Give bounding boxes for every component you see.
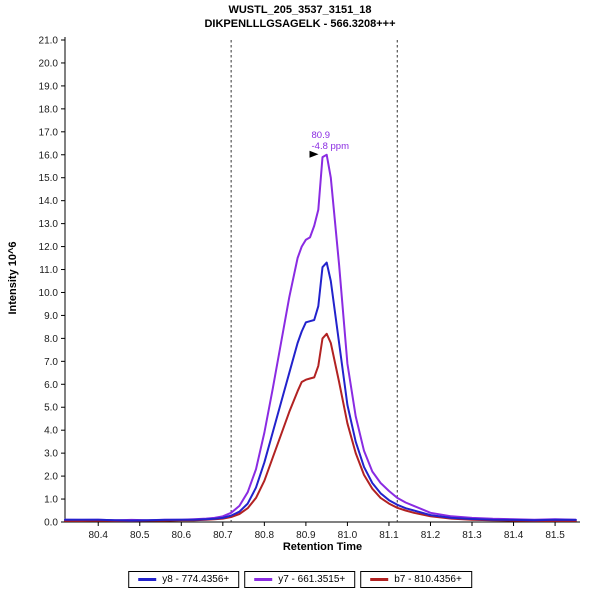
x-tick-label: 80.9 xyxy=(296,530,316,541)
y8-line-swatch xyxy=(138,578,157,581)
x-axis-title: Retention Time xyxy=(282,541,363,553)
legend-item-y8[interactable]: y8 - 774.4356+ xyxy=(128,571,240,588)
chart-subtitle: DIKPENLLLGSAGELK - 566.3208+++ xyxy=(204,18,396,30)
peak-mass-error-label: -4.8 ppm xyxy=(312,141,350,152)
x-tick-label: 81.3 xyxy=(462,530,482,541)
x-tick-label: 80.7 xyxy=(213,530,233,541)
y-tick-label: 18.0 xyxy=(39,104,59,115)
y-tick-label: 9.0 xyxy=(44,311,58,322)
y-tick-label: 15.0 xyxy=(39,173,59,184)
y-tick-label: 0.0 xyxy=(44,518,58,529)
y-tick-label: 1.0 xyxy=(44,495,58,506)
y-tick-label: 4.0 xyxy=(44,426,58,437)
x-tick-label: 80.5 xyxy=(130,530,150,541)
y-tick-label: 3.0 xyxy=(44,449,58,460)
legend-item-b7[interactable]: b7 - 810.4356+ xyxy=(360,571,472,588)
x-tick-label: 80.8 xyxy=(255,530,275,541)
y-tick-label: 19.0 xyxy=(39,81,59,92)
trace-b7[interactable] xyxy=(64,332,577,522)
y7-line-swatch xyxy=(254,578,273,581)
y-tick-label: 12.0 xyxy=(39,242,59,253)
legend-label-b7: b7 - 810.4356+ xyxy=(394,574,462,585)
y-tick-label: 16.0 xyxy=(39,150,59,161)
x-tick-label: 81.4 xyxy=(504,530,524,541)
legend: y8 - 774.4356+ y7 - 661.3515+ b7 - 810.4… xyxy=(128,571,472,588)
y-tick-label: 21.0 xyxy=(39,36,59,47)
y-tick-label: 10.0 xyxy=(39,288,59,299)
y-tick-label: 7.0 xyxy=(44,357,58,368)
y-tick-label: 5.0 xyxy=(44,403,58,414)
peak-pointer-icon xyxy=(309,150,319,158)
legend-label-y8: y8 - 774.4356+ xyxy=(162,574,230,585)
chart-title: WUSTL_205_3537_3151_18 xyxy=(228,4,372,16)
trace-y8[interactable] xyxy=(64,261,577,522)
trace-y7[interactable] xyxy=(64,153,577,522)
y-tick-label: 8.0 xyxy=(44,334,58,345)
y-tick-label: 2.0 xyxy=(44,472,58,483)
y-tick-label: 20.0 xyxy=(39,58,59,69)
x-tick-label: 81.2 xyxy=(421,530,441,541)
x-tick-label: 81.0 xyxy=(338,530,358,541)
legend-item-y7[interactable]: y7 - 661.3515+ xyxy=(244,571,356,588)
x-tick-label: 81.5 xyxy=(545,530,565,541)
b7-line-swatch xyxy=(370,578,389,581)
y-axis-title: Intensity 10^6 xyxy=(7,241,19,315)
legend-label-y7: y7 - 661.3515+ xyxy=(278,574,346,585)
y-tick-label: 6.0 xyxy=(44,380,58,391)
y-tick-label: 17.0 xyxy=(39,127,59,138)
y-tick-label: 13.0 xyxy=(39,219,59,230)
x-tick-label: 80.4 xyxy=(88,530,108,541)
x-tick-label: 80.6 xyxy=(172,530,192,541)
x-tick-label: 81.1 xyxy=(379,530,399,541)
y-tick-label: 11.0 xyxy=(39,265,58,276)
chromatogram-plot[interactable]: 0.0 1.0 2.0 3.0 4.0 5.0 6.0 7.0 8.0 9.0 10.0 11.0 12… xyxy=(0,0,600,568)
y-tick-label: 14.0 xyxy=(39,196,59,207)
peak-rt-label: 80.9 xyxy=(312,130,331,141)
